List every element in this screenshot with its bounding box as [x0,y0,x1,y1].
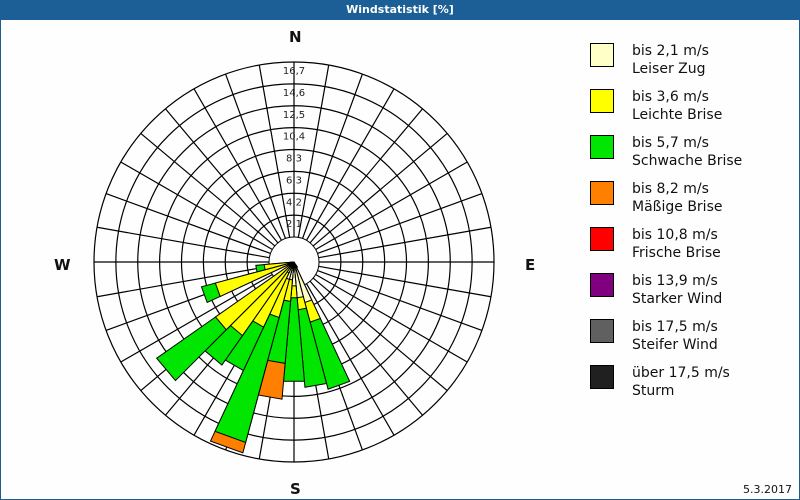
grid-spoke [120,273,273,363]
grid-spoke [258,64,291,238]
legend-label: bis 2,1 m/s Leiser Zug [632,42,709,78]
grid-spoke [96,265,270,298]
legend-swatch [590,227,614,251]
legend-swatch [590,89,614,113]
grid-spoke [315,273,468,363]
legend-swatch [590,365,614,389]
compass-south: S [290,480,301,498]
legend-speed: bis 13,9 m/s [632,273,718,289]
grid-spoke [105,193,271,255]
grid-spoke [305,88,395,241]
grid-spoke [317,193,483,255]
grid-spoke [140,132,276,247]
radial-tick-label: 8,3 [286,154,302,165]
legend-speed: über 17,5 m/s [632,365,730,381]
legend-name: Leiser Zug [632,61,706,77]
legend-name: Mäßige Brise [632,199,723,215]
radial-tick-label: 2,1 [286,219,302,230]
legend-label: bis 10,8 m/s Frische Brise [632,226,721,262]
compass-north: N [289,28,302,46]
grid-spoke [297,64,330,238]
legend-label: über 17,5 m/s Sturm [632,364,730,400]
wind-rose-chart: 2,1 4,2 6,3 8,3 10,4 12,5 14,6 16,7 [93,61,495,463]
legend-label: bis 5,7 m/s Schwache Brise [632,134,742,170]
date-label: 5.3.2017 [743,483,792,496]
legend-swatch [590,135,614,159]
legend-speed: bis 2,1 m/s [632,43,709,59]
title-bar: Windstatistik [%] [0,0,800,20]
wind-sector [289,261,295,264]
grid-spoke [315,161,468,251]
grid-spoke [120,161,273,251]
radial-tick-label: 10,4 [283,132,305,143]
grid-spoke [312,132,448,247]
grid-spoke [305,283,395,436]
compass-west: W [54,256,71,274]
legend-swatch [590,181,614,205]
radial-tick-label: 4,2 [286,197,302,208]
legend-speed: bis 5,7 m/s [632,135,709,151]
legend-label: bis 17,5 m/s Steifer Wind [632,318,718,354]
wind-sector [214,261,295,298]
radial-tick-label: 6,3 [286,175,302,186]
grid-spoke [309,280,424,416]
grid-spoke [301,73,363,239]
grid-spoke [193,88,283,241]
grid-spoke [309,108,424,244]
legend-name: Schwache Brise [632,153,743,169]
legend-label: bis 8,2 m/s Mäßige Brise [632,180,722,216]
legend-label: bis 13,9 m/s Starker Wind [632,272,722,308]
legend-swatch [590,319,614,343]
grid-spoke [96,226,270,259]
grid-spoke [318,226,492,259]
grid-spoke [225,73,287,239]
wind-sector [214,261,295,331]
legend-swatch [590,43,614,67]
radial-tick-label: 12,5 [283,110,305,121]
legend-name: Frische Brise [632,245,721,261]
legend-name: Steifer Wind [632,337,718,353]
grid-spoke [164,108,279,244]
legend-speed: bis 17,5 m/s [632,319,718,335]
grid-spoke [317,269,483,331]
legend-swatch [590,273,614,297]
legend-label: bis 3,6 m/s Leichte Brise [632,88,722,124]
radial-tick-label: 16,7 [283,66,305,77]
compass-east: E [525,256,536,274]
legend-name: Sturm [632,383,675,399]
legend-speed: bis 10,8 m/s [632,227,718,243]
legend-name: Starker Wind [632,291,723,307]
legend-name: Leichte Brise [632,107,723,123]
radial-tick-label: 14,6 [283,88,305,99]
wind-sector [263,261,295,271]
grid-spoke [318,265,492,298]
legend-speed: bis 8,2 m/s [632,181,709,197]
grid-spoke [312,277,448,392]
legend-speed: bis 3,6 m/s [632,89,709,105]
